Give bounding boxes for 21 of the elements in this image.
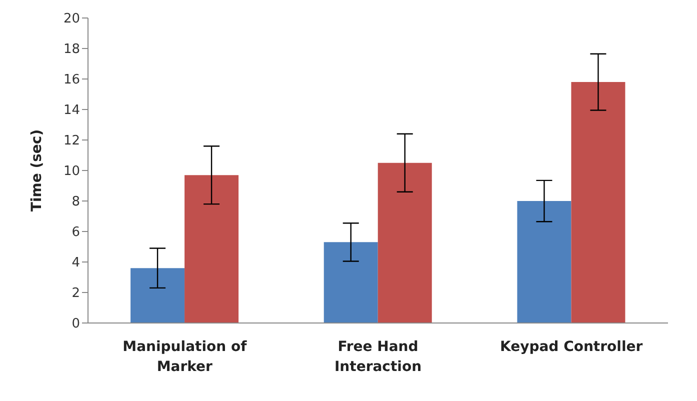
bar bbox=[378, 162, 432, 323]
bar bbox=[184, 175, 239, 323]
bar bbox=[324, 242, 378, 323]
y-tick-label: 12 bbox=[63, 134, 80, 149]
y-tick-label: 6 bbox=[72, 225, 80, 240]
y-tick-label: 10 bbox=[63, 164, 80, 180]
x-tick-label: Manipulation of Marker bbox=[122, 339, 248, 375]
y-tick-label: 14 bbox=[63, 103, 80, 118]
y-tick-label: 8 bbox=[72, 194, 80, 210]
bar bbox=[571, 82, 626, 323]
bar bbox=[130, 268, 185, 323]
y-axis-title: Time (sec) bbox=[28, 129, 45, 212]
y-tick-label: 4 bbox=[72, 256, 80, 271]
bar bbox=[517, 201, 572, 323]
y-tick-label: 0 bbox=[72, 316, 80, 332]
y-tick-label: 16 bbox=[63, 72, 80, 88]
x-tick-label: Keypad Controller bbox=[500, 339, 643, 355]
y-tick-label: 2 bbox=[72, 286, 80, 302]
y-tick-label: 18 bbox=[63, 42, 80, 58]
x-tick-label: Free Hand Interaction bbox=[334, 339, 422, 375]
y-tick-label: 20 bbox=[63, 12, 80, 27]
